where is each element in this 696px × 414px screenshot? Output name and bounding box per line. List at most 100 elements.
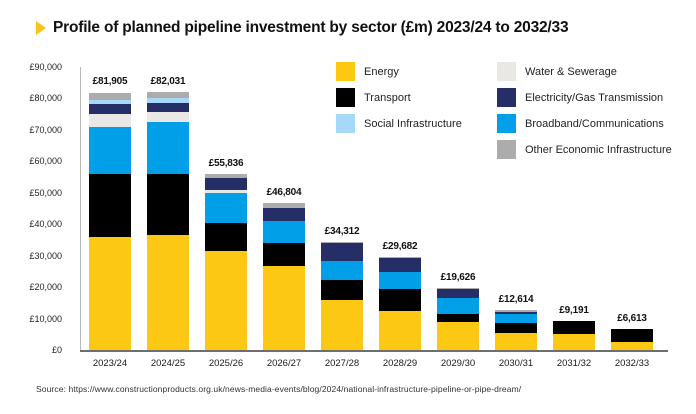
bar-slot-2028-29: £29,682 2028/29 (371, 67, 429, 369)
bar-segment-electricity_gas (263, 208, 305, 221)
bar-segment-energy (205, 251, 247, 350)
x-axis-label: 2024/25 (150, 358, 186, 369)
legend-swatch-transport (336, 88, 355, 107)
legend-right-column: Water & Sewerage Electricity/Gas Transmis… (497, 62, 672, 166)
bar-total-label: £55,836 (208, 158, 244, 170)
y-axis-tick: £90,000 (29, 62, 62, 72)
bar-segment-broadband (321, 261, 363, 280)
legend-item-water: Water & Sewerage (497, 62, 672, 81)
bar-segment-electricity_gas (89, 104, 131, 115)
bar-segment-broadband (205, 193, 247, 223)
legend-label: Transport (364, 91, 411, 104)
legend-item-electricity_gas: Electricity/Gas Transmission (497, 88, 672, 107)
stacked-bar (553, 321, 595, 350)
chart-title: Profile of planned pipeline investment b… (53, 19, 569, 36)
x-axis-label: 2023/24 (92, 358, 128, 369)
bar-segment-other (205, 174, 247, 178)
legend-item-social: Social Infrastructure (336, 114, 462, 133)
chart-title-row: Profile of planned pipeline investment b… (36, 19, 569, 37)
y-axis-tick: £80,000 (29, 93, 62, 104)
bar-segment-transport (147, 173, 189, 236)
bar-segment-energy (263, 265, 305, 350)
y-axis-tick: £70,000 (29, 124, 62, 135)
legend-item-transport: Transport (336, 88, 462, 107)
stacked-bar (611, 329, 653, 350)
x-axis-label: 2031/32 (556, 358, 592, 369)
bar-slot-2026-27: £46,804 2026/27 (255, 67, 313, 369)
bar-segment-transport (321, 279, 363, 300)
bar-total-label: £81,905 (92, 76, 128, 88)
bar-slot-2031-32: £9,191 2031/32 (545, 67, 603, 369)
bar-segment-water (89, 114, 131, 127)
legend-item-broadband: Broadband/Communications (497, 114, 672, 133)
stacked-bar (89, 92, 131, 350)
x-axis-label: 2029/30 (440, 358, 476, 369)
bar-segment-other (263, 202, 305, 208)
stacked-bar (263, 202, 305, 350)
stacked-bar (495, 310, 537, 350)
bar-total-label: £6,613 (617, 313, 647, 325)
legend-label: Water & Sewerage (525, 65, 617, 78)
stacked-bar (379, 256, 421, 350)
bar-slot-2025-26: £55,836 2025/26 (197, 67, 255, 369)
legend-label: Other Economic Infrastructure (525, 143, 672, 156)
bar-total-label: £46,804 (266, 186, 302, 198)
bar-segment-other (379, 256, 421, 258)
legend-swatch-social (336, 114, 355, 133)
bar-segment-electricity_gas (147, 103, 189, 113)
bar-slot-2029-30: £19,626 2029/30 (429, 67, 487, 369)
bar-segment-social (89, 100, 131, 105)
y-axis-tick: £40,000 (29, 219, 62, 230)
stacked-bar (437, 288, 479, 350)
bar-total-label: £29,682 (382, 240, 418, 252)
legend-label: Energy (364, 65, 399, 78)
x-axis-baseline (80, 350, 668, 352)
x-axis-label: 2030/31 (498, 358, 534, 369)
bar-segment-electricity_gas (205, 178, 247, 191)
legend-swatch-electricity_gas (497, 88, 516, 107)
bar-segment-transport (379, 288, 421, 312)
bar-slot-2024-25: £82,031 2024/25 (139, 67, 197, 369)
bar-segment-water (205, 190, 247, 194)
bar-total-label: £9,191 (559, 305, 589, 317)
y-axis-tick: £30,000 (29, 250, 62, 261)
legend-label: Electricity/Gas Transmission (525, 91, 664, 104)
bar-segment-electricity_gas (437, 288, 479, 298)
y-axis-tick: £0 (51, 345, 62, 355)
bar-segment-transport (553, 321, 595, 334)
y-axis-tick: £20,000 (29, 282, 62, 293)
y-axis-tick: £10,000 (29, 313, 62, 324)
bar-segment-energy (147, 235, 189, 350)
x-axis-label: 2032/33 (614, 358, 650, 369)
bar-total-label: £34,312 (324, 226, 360, 238)
bar-segment-energy (321, 299, 363, 350)
y-axis-tick: £50,000 (29, 187, 62, 198)
bar-segment-electricity_gas (379, 257, 421, 272)
x-axis-label: 2028/29 (382, 358, 418, 369)
bar-segment-broadband (89, 126, 131, 175)
bar-segment-broadband (147, 121, 189, 174)
bars-area: £81,905 2023/24 £82,031 2024/25 £55,836 2025/… (81, 67, 661, 369)
bar-segment-transport (263, 242, 305, 266)
bar-segment-energy (379, 311, 421, 350)
bar-segment-energy (437, 321, 479, 350)
bar-segment-other (321, 242, 363, 244)
bar-segment-broadband (437, 297, 479, 314)
legend-swatch-broadband (497, 114, 516, 133)
y-axis-tick: £60,000 (29, 156, 62, 167)
legend-left-column: Energy Transport Social Infrastructure (336, 62, 462, 140)
bar-segment-water (263, 220, 305, 222)
bar-total-label: £12,614 (498, 294, 534, 306)
y-axis-line (80, 67, 81, 351)
stacked-bar (321, 242, 363, 350)
legend-label: Broadband/Communications (525, 117, 664, 130)
bar-segment-other (89, 92, 131, 101)
bar-segment-energy (495, 332, 537, 350)
bar-segment-broadband (379, 271, 421, 289)
bar-segment-energy (553, 333, 595, 350)
bar-segment-other (495, 310, 537, 313)
legend-swatch-energy (336, 62, 355, 81)
bar-slot-2023-24: £81,905 2023/24 (81, 67, 139, 369)
bar-segment-transport (89, 174, 131, 238)
